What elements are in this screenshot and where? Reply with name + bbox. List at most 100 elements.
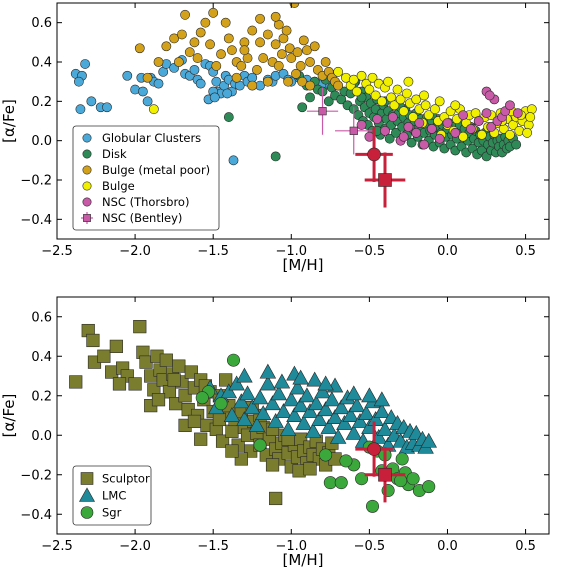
data-point: [392, 84, 403, 95]
data-point: [486, 122, 497, 132]
data-point: [267, 413, 284, 428]
data-point: [383, 76, 394, 87]
y-tick-label: 0.0: [31, 429, 52, 444]
data-point: [323, 96, 334, 107]
data-point: [258, 53, 269, 63]
data-point: [236, 61, 247, 71]
data-point: [333, 80, 344, 91]
x-tick-label: −2.5: [41, 244, 73, 259]
data-point: [109, 339, 123, 353]
data-point: [255, 37, 265, 48]
data-point: [264, 395, 281, 411]
data-point: [333, 66, 344, 77]
data-point: [378, 467, 392, 482]
data-point: [356, 70, 367, 81]
data-point: [423, 110, 434, 120]
data-point: [367, 442, 381, 456]
data-point: [169, 33, 180, 44]
data-point: [148, 104, 159, 115]
x-tick-label: −2.0: [119, 539, 151, 554]
y-tick-label: 0.6: [31, 16, 52, 31]
data-point: [348, 397, 366, 413]
legend-marker: [82, 165, 92, 175]
data-point: [195, 78, 206, 89]
data-point: [408, 112, 419, 122]
data-point: [262, 29, 273, 40]
data-point: [398, 106, 409, 117]
data-point: [153, 78, 164, 89]
data-point: [357, 405, 375, 421]
data-point: [292, 47, 303, 58]
data-point: [134, 43, 145, 54]
series-lmc: [201, 363, 437, 454]
data-point: [292, 369, 309, 385]
data-point: [320, 57, 331, 67]
data-point: [361, 387, 378, 403]
data-point: [370, 90, 381, 101]
data-point: [187, 414, 202, 429]
x-tick-label: 0.5: [515, 244, 536, 259]
legend-label: Bulge (metal poor): [102, 163, 210, 177]
data-point: [414, 118, 425, 128]
data-point: [302, 45, 312, 56]
series-nsc-bentley: [306, 87, 373, 155]
data-point: [273, 373, 291, 389]
data-point: [231, 72, 242, 83]
legend-marker: [78, 487, 96, 502]
data-point: [426, 123, 437, 134]
data-point: [466, 123, 476, 134]
plot-frame: [56, 2, 550, 240]
data-point: [367, 147, 381, 162]
data-point: [200, 17, 211, 28]
data-point: [450, 100, 461, 111]
data-point: [270, 39, 281, 50]
data-point: [512, 108, 523, 119]
x-tick-label: −1.5: [197, 244, 229, 259]
y-tick-label: 0.4: [31, 56, 52, 71]
data-point: [133, 320, 147, 334]
data-point: [223, 33, 234, 44]
data-point: [184, 47, 195, 58]
data-point: [255, 13, 265, 24]
legend-label: Sculptor: [102, 472, 150, 486]
data-point: [314, 383, 331, 399]
data-point: [303, 462, 317, 476]
data-point: [333, 399, 350, 415]
data-point: [403, 122, 414, 132]
data-point: [253, 438, 267, 452]
y-tick-label: −0.4: [20, 508, 52, 523]
legend-marker: [82, 197, 92, 207]
data-point: [219, 373, 233, 387]
data-point: [277, 49, 287, 60]
data-point: [228, 375, 245, 391]
data-point: [458, 110, 468, 120]
data-point: [450, 127, 461, 138]
y-tick-label: 0.2: [31, 95, 52, 110]
data-point: [395, 94, 406, 105]
data-point: [317, 375, 334, 391]
y-axis-label: [α/Fe]: [0, 394, 18, 438]
data-point: [373, 391, 391, 407]
data-point: [247, 80, 258, 91]
legend-marker: [82, 149, 92, 159]
data-point: [270, 11, 281, 22]
data-point: [384, 133, 395, 144]
legend: Sculptor LMC Sgr: [72, 465, 152, 526]
data-point: [305, 92, 315, 103]
data-point: [380, 125, 390, 136]
data-point: [270, 385, 288, 401]
data-point: [505, 129, 515, 140]
y-tick-label: 0.4: [31, 350, 52, 365]
data-point: [366, 499, 380, 513]
data-point: [122, 70, 133, 81]
data-point: [406, 472, 420, 486]
data-point: [355, 472, 369, 486]
data-point: [239, 385, 256, 401]
data-point: [411, 94, 422, 105]
data-point: [301, 403, 319, 419]
data-point: [112, 377, 127, 391]
data-point: [259, 363, 277, 379]
data-point: [223, 407, 241, 423]
legend-label: Sgr: [102, 506, 122, 520]
